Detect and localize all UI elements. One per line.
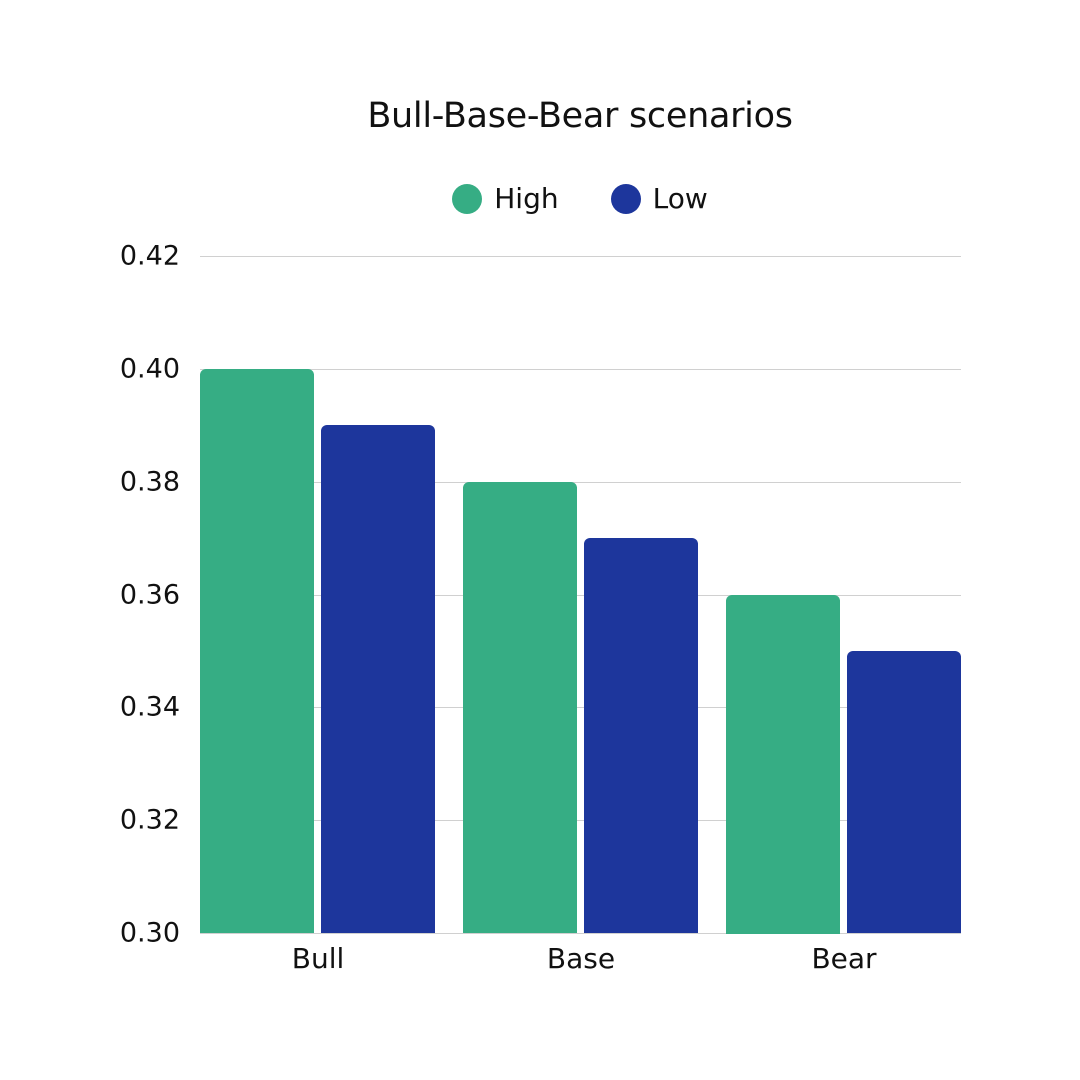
- gridline: [200, 707, 961, 708]
- legend-item-low: Low: [610, 182, 708, 215]
- x-tick-label: Bear: [811, 942, 877, 975]
- legend-swatch-high-icon: [452, 183, 483, 214]
- legend-label-low: Low: [652, 182, 708, 215]
- y-tick-label: 0.40: [119, 353, 180, 385]
- chart-title: Bull-Base-Bear scenarios: [367, 96, 793, 136]
- x-tick-label: Base: [546, 942, 616, 975]
- y-tick-label: 0.38: [119, 466, 180, 498]
- bar-bear-high[interactable]: [726, 595, 840, 934]
- bar-base-low[interactable]: [584, 538, 698, 933]
- y-tick-label: 0.32: [119, 804, 180, 836]
- legend-item-high: High: [452, 182, 559, 215]
- y-tick-label: 0.34: [119, 691, 180, 723]
- bar-base-high[interactable]: [463, 482, 577, 933]
- legend-swatch-low-icon: [610, 183, 641, 214]
- gridline: [200, 933, 961, 934]
- y-tick-label: 0.30: [119, 917, 180, 949]
- gridline: [200, 820, 961, 821]
- gridline: [200, 482, 961, 483]
- legend-label-high: High: [494, 182, 559, 215]
- gridline: [200, 256, 961, 257]
- chart-legend: High Low: [0, 182, 1080, 215]
- x-tick-label: Bull: [291, 942, 345, 975]
- bar-bear-low[interactable]: [847, 651, 961, 933]
- bar-bull-high[interactable]: [200, 369, 314, 933]
- gridline: [200, 369, 961, 370]
- gridline: [200, 595, 961, 596]
- y-tick-label: 0.36: [119, 579, 180, 611]
- bar-bull-low[interactable]: [321, 425, 435, 933]
- y-tick-label: 0.42: [119, 240, 180, 272]
